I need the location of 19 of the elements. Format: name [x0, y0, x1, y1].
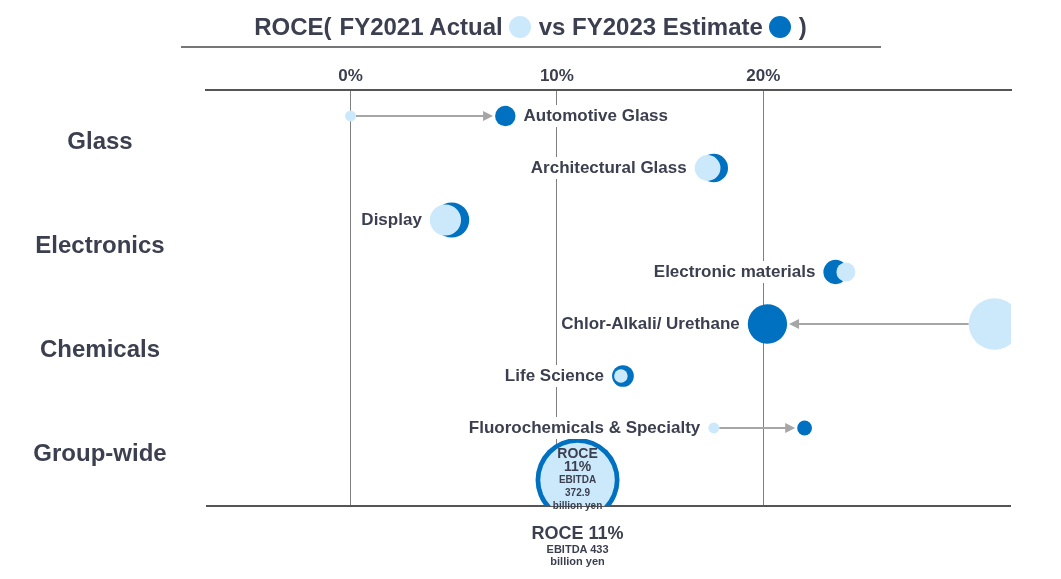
legend-label: vs FY2023 Estimate: [538, 13, 763, 41]
y-tick-label: Architectural Glass: [530, 157, 687, 177]
text: Group-wide: [33, 438, 167, 466]
y-tick-label: Automotive Glass: [523, 105, 669, 125]
y-tick-label: Electronic materials: [653, 261, 816, 281]
x-tick-label: 10%: [539, 66, 574, 86]
y-tick-label: Display: [361, 209, 423, 229]
data-label: ROCE 11% EBITDA 433 billion yen: [531, 522, 624, 568]
x-tick-label: 20%: [746, 66, 781, 86]
legend-label: FY2021 Actual: [339, 13, 503, 41]
legend-title: ROCE(: [254, 13, 332, 41]
y-tick-label: Fluorochemicals & Specialty: [468, 417, 701, 437]
y-tick-label: Life Science: [504, 365, 605, 385]
text: ): [798, 13, 807, 41]
x-tick-label: 0%: [338, 66, 363, 86]
text: Glass: [67, 126, 133, 154]
text: Electronics: [35, 230, 165, 258]
y-tick-label: Chlor-Alkali/ Urethane: [561, 313, 740, 333]
text: Chemicals: [39, 334, 161, 362]
